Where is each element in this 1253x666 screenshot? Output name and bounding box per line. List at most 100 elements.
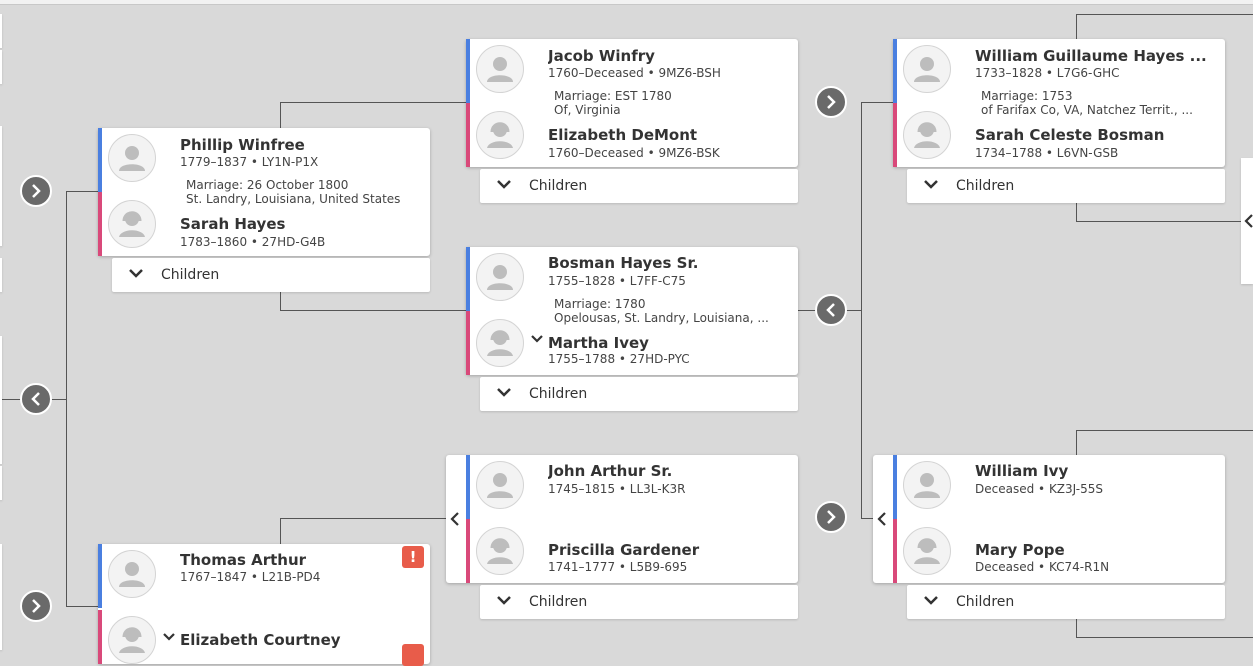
- person-name[interactable]: Elizabeth Courtney: [180, 631, 341, 649]
- person-name[interactable]: Mary Pope: [975, 541, 1065, 559]
- avatar-male-icon: [108, 550, 156, 598]
- connector-line: [1076, 430, 1253, 431]
- person-vitals: 1755–1788 • 27HD-PYC: [548, 352, 690, 366]
- children-toggle[interactable]: Children: [480, 377, 798, 411]
- avatar-female-icon: [476, 527, 524, 575]
- clipped-card: [0, 466, 2, 500]
- connector-line: [1076, 14, 1253, 15]
- children-toggle[interactable]: Children: [480, 169, 798, 203]
- couple-card: Thomas Arthur 1767–1847 • L21B-PD4 ! Eli…: [98, 544, 430, 666]
- expand-right-button[interactable]: [815, 501, 847, 533]
- couple-card: William Ivy Deceased • KZ3J-55S Mary Pop…: [873, 455, 1225, 583]
- avatar-male-icon: [476, 45, 524, 93]
- warning-icon[interactable]: [402, 644, 424, 666]
- person-name[interactable]: Martha Ivey: [548, 334, 649, 352]
- person-vitals: Deceased • KC74-R1N: [975, 560, 1110, 574]
- children-toggle[interactable]: Children: [480, 585, 798, 619]
- connector-line: [1076, 430, 1077, 455]
- expand-right-button[interactable]: [20, 175, 52, 207]
- connector-line: [66, 606, 98, 607]
- clipped-card: [0, 258, 2, 292]
- wife-row[interactable]: Martha Ivey 1755–1788 • 27HD-PYC: [466, 311, 798, 375]
- connector-line: [1076, 14, 1077, 39]
- person-name[interactable]: William Ivy: [975, 462, 1069, 480]
- person-name[interactable]: Sarah Celeste Bosman: [975, 126, 1165, 144]
- connector-line: [1076, 619, 1077, 637]
- connector-line: [66, 191, 98, 192]
- collapse-left-button[interactable]: [20, 383, 52, 415]
- person-name[interactable]: Jacob Winfry: [548, 47, 655, 65]
- children-label: Children: [956, 594, 1015, 610]
- person-name[interactable]: Sarah Hayes: [180, 215, 286, 233]
- chevron-left-icon[interactable]: [877, 512, 887, 526]
- chevron-down-icon: [497, 180, 511, 189]
- wife-row[interactable]: Priscilla Gardener 1741–1777 • L5B9-695: [466, 519, 798, 583]
- husband-row[interactable]: William Ivy Deceased • KZ3J-55S: [893, 455, 1225, 519]
- person-vitals: 1767–1847 • L21B-PD4: [180, 570, 321, 584]
- person-vitals: 1760–Deceased • 9MZ6-BSK: [548, 146, 720, 160]
- chevron-left-icon[interactable]: [450, 512, 460, 526]
- children-toggle[interactable]: Children: [907, 585, 1225, 619]
- chevron-left-icon[interactable]: [1244, 214, 1253, 228]
- connector-line: [280, 518, 281, 544]
- collapse-left-button[interactable]: [815, 294, 847, 326]
- wife-row[interactable]: Elizabeth DeMont 1760–Deceased • 9MZ6-BS…: [466, 103, 798, 167]
- person-name[interactable]: Bosman Hayes Sr.: [548, 254, 699, 272]
- husband-row[interactable]: Jacob Winfry 1760–Deceased • 9MZ6-BSH: [466, 39, 798, 103]
- wife-row[interactable]: Elizabeth Courtney: [98, 610, 430, 666]
- connector-line: [280, 292, 281, 310]
- children-toggle[interactable]: Children: [907, 169, 1225, 203]
- avatar-female-icon: [108, 616, 156, 664]
- wife-row[interactable]: Mary Pope Deceased • KC74-R1N: [893, 519, 1225, 583]
- expand-right-button[interactable]: [20, 590, 52, 622]
- avatar-male-icon: [903, 45, 951, 93]
- person-name[interactable]: John Arthur Sr.: [548, 462, 673, 480]
- person-vitals: 1745–1815 • LL3L-K3R: [548, 482, 686, 496]
- person-name[interactable]: Elizabeth DeMont: [548, 126, 698, 144]
- person-name[interactable]: Phillip Winfree: [180, 136, 305, 154]
- children-label: Children: [161, 267, 220, 283]
- chevron-down-icon: [924, 596, 938, 605]
- husband-row[interactable]: Phillip Winfree 1779–1837 • LY1N-P1X: [98, 128, 430, 192]
- person-vitals: 1760–Deceased • 9MZ6-BSH: [548, 66, 721, 80]
- person-vitals: Deceased • KZ3J-55S: [975, 482, 1103, 496]
- expand-chevron-icon[interactable]: [163, 633, 175, 641]
- chevron-right-icon: [827, 510, 836, 524]
- husband-row[interactable]: John Arthur Sr. 1745–1815 • LL3L-K3R: [466, 455, 798, 519]
- children-toggle[interactable]: Children: [112, 258, 430, 292]
- husband-row[interactable]: William Guillaume Hayes ... 1733–1828 • …: [893, 39, 1225, 103]
- avatar-male-icon: [903, 461, 951, 509]
- chevron-left-icon: [826, 303, 835, 317]
- expand-right-button[interactable]: [815, 86, 847, 118]
- person-vitals: 1779–1837 • LY1N-P1X: [180, 155, 319, 169]
- avatar-female-icon: [476, 319, 524, 367]
- clipped-card: [0, 126, 2, 246]
- person-name[interactable]: Priscilla Gardener: [548, 541, 700, 559]
- connector-line: [280, 102, 281, 128]
- avatar-male-icon: [108, 134, 156, 182]
- avatar-female-icon: [476, 111, 524, 159]
- connector-line: [280, 518, 446, 519]
- chevron-down-icon: [497, 388, 511, 397]
- couple-card: Jacob Winfry 1760–Deceased • 9MZ6-BSH Ma…: [466, 39, 798, 167]
- couple-card: John Arthur Sr. 1745–1815 • LL3L-K3R Pri…: [446, 455, 798, 583]
- wife-row[interactable]: Sarah Celeste Bosman 1734–1788 • L6VN-GS…: [893, 103, 1225, 167]
- person-name[interactable]: Thomas Arthur: [180, 551, 307, 569]
- avatar-female-icon: [903, 111, 951, 159]
- avatar-female-icon: [903, 527, 951, 575]
- avatar-male-icon: [476, 253, 524, 301]
- warning-icon[interactable]: !: [402, 546, 424, 568]
- wife-row[interactable]: Sarah Hayes 1783–1860 • 27HD-G4B: [98, 192, 430, 256]
- connector-line: [66, 191, 67, 607]
- children-label: Children: [529, 386, 588, 402]
- husband-row[interactable]: Thomas Arthur 1767–1847 • L21B-PD4 !: [98, 544, 430, 608]
- person-name[interactable]: William Guillaume Hayes ...: [975, 47, 1207, 65]
- top-toolbar-edge: [0, 0, 1253, 5]
- person-vitals: 1741–1777 • L5B9-695: [548, 560, 688, 574]
- chevron-down-icon: [924, 180, 938, 189]
- expand-chevron-icon[interactable]: [531, 335, 543, 343]
- couple-card: Phillip Winfree 1779–1837 • LY1N-P1X Mar…: [98, 128, 430, 256]
- connector-line: [861, 102, 862, 518]
- husband-row[interactable]: Bosman Hayes Sr. 1755–1828 • L7FF-C75: [466, 247, 798, 311]
- connector-line: [280, 102, 466, 103]
